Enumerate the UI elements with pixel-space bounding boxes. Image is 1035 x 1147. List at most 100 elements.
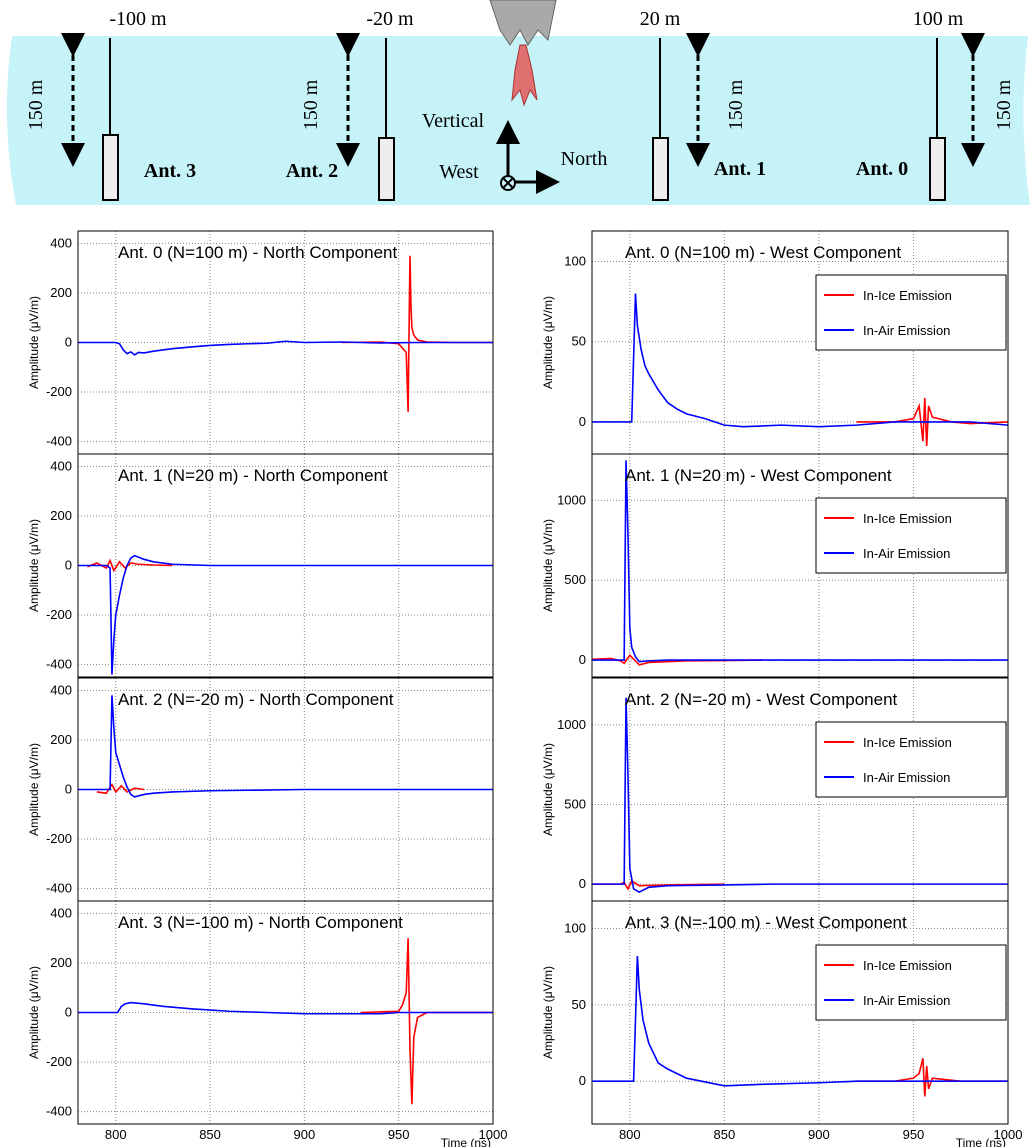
y-tick-label: -200 bbox=[46, 384, 72, 399]
chart-panel: 0 500 1000 Ant. 1 (N=20 m) - West Component… bbox=[541, 453, 1009, 678]
axis-into-page bbox=[502, 177, 514, 189]
trace bbox=[592, 293, 1008, 428]
y-tick-label: 0 bbox=[65, 1005, 72, 1020]
trace bbox=[78, 554, 493, 675]
chart-title: Ant. 3 (N=-100 m) - West Component bbox=[625, 913, 907, 932]
y-tick-label: 500 bbox=[564, 796, 586, 811]
frame bbox=[591, 900, 1009, 1125]
y-tick-label: 200 bbox=[50, 508, 72, 523]
chart-panel: 0 500 1000 Ant. 2 (N=-20 m) - West Componen… bbox=[541, 677, 1009, 902]
antenna-strings bbox=[109, 38, 938, 138]
chart-panel: -400 -200 0 200 400 Ant. 2 (N=-20 m) - North … bbox=[27, 677, 494, 902]
frame bbox=[591, 453, 1009, 678]
antenna-label: Ant. 0 bbox=[856, 158, 908, 180]
y-axis-label: Amplitude (μV/m) bbox=[27, 519, 41, 612]
legend-label: In-Ice Emission bbox=[863, 735, 952, 750]
x-tick-label: 1000 bbox=[994, 1127, 1023, 1142]
chart-title: Ant. 3 (N=-100 m) - North Component bbox=[118, 913, 403, 932]
x-tick-label: 1000 bbox=[479, 1127, 508, 1142]
y-tick-label: 0 bbox=[579, 652, 586, 667]
trace bbox=[96, 782, 145, 795]
trace bbox=[78, 1001, 493, 1015]
chart-panel: -400 -200 0 200 400 Ant. 0 (N=100 m) - North … bbox=[27, 230, 494, 455]
antenna-label: Ant. 3 bbox=[144, 160, 196, 182]
y-tick-label: 400 bbox=[50, 682, 72, 697]
y-tick-label: 50 bbox=[572, 334, 586, 349]
legend-label: In-Ice Emission bbox=[863, 958, 952, 973]
y-tick-label: 0 bbox=[65, 782, 72, 797]
plot-area bbox=[78, 938, 493, 1105]
frame bbox=[77, 900, 494, 1125]
distance-label: -20 m bbox=[366, 8, 414, 30]
y-tick-label: 0 bbox=[579, 414, 586, 429]
x-tick-label: 850 bbox=[199, 1127, 221, 1142]
y-tick-label: 200 bbox=[50, 955, 72, 970]
chart-title: Ant. 1 (N=20 m) - West Component bbox=[625, 466, 892, 485]
x-tick-label: 850 bbox=[714, 1127, 736, 1142]
x-tick-label: 950 bbox=[903, 1127, 925, 1142]
y-axis-label: Amplitude (μV/m) bbox=[27, 966, 41, 1059]
rocket bbox=[489, 0, 557, 46]
y-axis-label: Amplitude (μV/m) bbox=[27, 743, 41, 836]
plot-area bbox=[592, 955, 1008, 1097]
trace bbox=[856, 1058, 1008, 1097]
y-tick-label: 0 bbox=[579, 1073, 586, 1088]
x-axis-label: Time (ns) bbox=[441, 1136, 491, 1147]
y-tick-label: -200 bbox=[46, 607, 72, 622]
distance-label: 100 m bbox=[913, 8, 964, 30]
legend-label: In-Ice Emission bbox=[863, 288, 952, 303]
coordinate-axes bbox=[496, 120, 560, 194]
axis-into-page bbox=[500, 175, 516, 191]
axis-label: West bbox=[439, 161, 479, 183]
charts: -400 -200 0 200 400 Ant. 0 (N=100 m) - North … bbox=[27, 230, 1023, 1147]
legend-label: In-Air Emission bbox=[863, 546, 950, 561]
plot-area bbox=[78, 695, 493, 798]
legend-label: In-Air Emission bbox=[863, 770, 950, 785]
x-tick-label: 950 bbox=[388, 1127, 410, 1142]
y-tick-label: 500 bbox=[564, 572, 586, 587]
x-tick-label: 800 bbox=[105, 1127, 127, 1142]
chart-title: Ant. 0 (N=100 m) - North Component bbox=[118, 243, 397, 262]
trace bbox=[78, 340, 493, 356]
antenna-label: Ant. 1 bbox=[714, 158, 766, 180]
legend-box bbox=[815, 721, 1007, 798]
x-tick-label: 800 bbox=[619, 1127, 641, 1142]
legend-label: In-Air Emission bbox=[863, 323, 950, 338]
y-tick-label: 400 bbox=[50, 235, 72, 250]
antennas bbox=[102, 134, 946, 201]
y-axis-label: Amplitude (μV/m) bbox=[541, 296, 555, 389]
chart-panel: -400 -200 0 200 400 800 850 900 950 1000 Ant. 3 (N… bbox=[27, 900, 508, 1147]
y-tick-label: -400 bbox=[46, 657, 72, 672]
plot-area bbox=[592, 460, 1008, 666]
y-axis-label: Amplitude (μV/m) bbox=[541, 966, 555, 1059]
depth-label: 150 m bbox=[993, 79, 1015, 130]
chart-panel: 0 50 100 800 850 900 950 1000 Ant. 3 (N=-100 m) … bbox=[541, 900, 1023, 1147]
y-tick-label: 1000 bbox=[557, 492, 586, 507]
chart-title: Ant. 2 (N=-20 m) - North Component bbox=[118, 690, 394, 709]
y-tick-label: 200 bbox=[50, 732, 72, 747]
chart-title: Ant. 0 (N=100 m) - West Component bbox=[625, 243, 901, 262]
distance-label: -100 m bbox=[109, 8, 167, 30]
plot-area bbox=[592, 697, 1008, 893]
chart-title: Ant. 2 (N=-20 m) - West Component bbox=[625, 690, 898, 709]
y-tick-label: 100 bbox=[564, 920, 586, 935]
y-tick-label: 0 bbox=[579, 876, 586, 891]
legend-box bbox=[815, 497, 1007, 574]
legend-label: In-Air Emission bbox=[863, 993, 950, 1008]
antenna-label: Ant. 2 bbox=[286, 160, 338, 182]
distance-label: 20 m bbox=[640, 8, 681, 30]
y-axis-label: Amplitude (μV/m) bbox=[541, 519, 555, 612]
plot-area bbox=[78, 554, 493, 675]
y-tick-label: 200 bbox=[50, 285, 72, 300]
trace bbox=[592, 955, 1008, 1087]
depth-label: 150 m bbox=[725, 79, 747, 130]
plot-area bbox=[592, 293, 1008, 447]
depth-label: 150 m bbox=[300, 79, 322, 130]
y-axis-label: Amplitude (μV/m) bbox=[27, 296, 41, 389]
y-tick-label: -400 bbox=[46, 1104, 72, 1119]
trace bbox=[342, 255, 493, 412]
legend-box bbox=[815, 274, 1007, 351]
x-tick-label: 900 bbox=[294, 1127, 316, 1142]
